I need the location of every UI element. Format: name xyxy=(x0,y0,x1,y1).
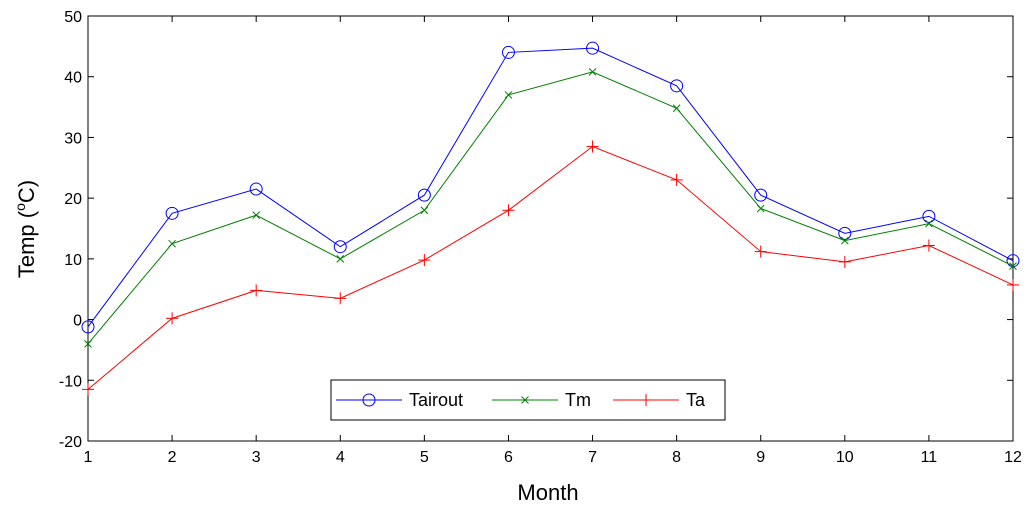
data-point-ta xyxy=(586,140,599,153)
series-layer xyxy=(81,41,1020,396)
data-point-ta xyxy=(502,204,515,217)
legend-marker-ta xyxy=(640,394,652,406)
y-tick-label: 10 xyxy=(64,252,82,269)
data-point-tairout xyxy=(417,188,431,202)
y-tick-label: -10 xyxy=(59,373,82,390)
data-point-tm xyxy=(420,206,429,215)
x-axis-title: Month xyxy=(517,480,578,505)
data-point-tairout xyxy=(754,188,768,202)
data-point-tm xyxy=(168,239,176,248)
plot-frame xyxy=(87,15,1014,442)
y-tick-label: -20 xyxy=(59,434,82,451)
data-point-tm xyxy=(588,68,597,76)
x-tick-label: 2 xyxy=(168,449,177,466)
x-tick-label: 10 xyxy=(836,449,854,466)
legend-entry-tm: Tm xyxy=(492,390,591,410)
data-point-ta xyxy=(838,255,851,268)
data-point-tairout xyxy=(501,45,515,59)
data-point-tm xyxy=(252,211,261,219)
data-point-tm xyxy=(504,91,513,99)
x-tick-label: 9 xyxy=(756,449,765,466)
y-tick-label: 50 xyxy=(64,9,82,26)
data-point-tairout xyxy=(333,240,347,254)
data-point-ta xyxy=(82,383,94,396)
data-point-ta xyxy=(670,173,683,186)
x-tick-label: 1 xyxy=(84,449,93,466)
series-tm xyxy=(84,68,1017,348)
data-point-tm xyxy=(840,236,849,245)
data-point-ta xyxy=(1007,278,1019,291)
legend-label-tm: Tm xyxy=(565,390,591,410)
y-axis-title: Temp (oC) xyxy=(12,180,39,278)
y-tick-label: 20 xyxy=(64,191,82,208)
x-tick-label: 12 xyxy=(1004,449,1022,466)
legend-marker-tm xyxy=(521,396,529,404)
x-tick-label: 11 xyxy=(921,449,938,466)
legend-marker-tairout xyxy=(362,393,376,407)
y-tick-label: 30 xyxy=(64,130,82,147)
series-line-tairout xyxy=(87,47,1014,328)
data-point-tairout xyxy=(81,320,95,334)
legend-label-tairout: Tairout xyxy=(409,390,463,410)
data-point-tairout xyxy=(670,79,684,93)
legend-entry-tairout: Tairout xyxy=(336,390,463,410)
data-point-tairout xyxy=(249,182,263,196)
legend-label-ta: Ta xyxy=(686,390,706,410)
x-tick-label: 8 xyxy=(672,449,681,466)
data-point-tm xyxy=(756,204,765,213)
y-tick-label: 0 xyxy=(73,313,82,330)
data-point-tairout xyxy=(165,206,179,220)
data-point-tairout xyxy=(922,209,936,223)
data-point-ta xyxy=(754,245,767,258)
data-point-ta xyxy=(418,254,431,267)
x-tick-label: 7 xyxy=(588,449,597,466)
x-tick-label: 5 xyxy=(420,449,429,466)
data-point-tm xyxy=(336,255,345,263)
series-tairout xyxy=(81,41,1020,334)
data-point-tm xyxy=(672,104,681,113)
series-ta xyxy=(82,140,1019,396)
data-point-ta xyxy=(334,292,347,305)
data-point-tm xyxy=(1009,262,1017,270)
data-point-ta xyxy=(250,284,263,297)
data-point-ta xyxy=(166,312,179,325)
x-tick-label: 4 xyxy=(336,449,345,466)
x-tick-label: 3 xyxy=(252,449,261,466)
data-point-tm xyxy=(84,340,92,348)
data-point-ta xyxy=(922,239,935,252)
series-line-ta xyxy=(87,145,1014,390)
legend-entry-ta: Ta xyxy=(613,390,706,410)
data-point-tairout xyxy=(838,226,852,240)
data-point-tm xyxy=(925,219,933,228)
legend: Tairout Tm Ta xyxy=(330,379,726,421)
y-tick-label: 40 xyxy=(64,70,82,87)
x-tick-label: 6 xyxy=(504,449,513,466)
series-line-tm xyxy=(87,71,1014,345)
data-point-tairout xyxy=(586,41,600,55)
